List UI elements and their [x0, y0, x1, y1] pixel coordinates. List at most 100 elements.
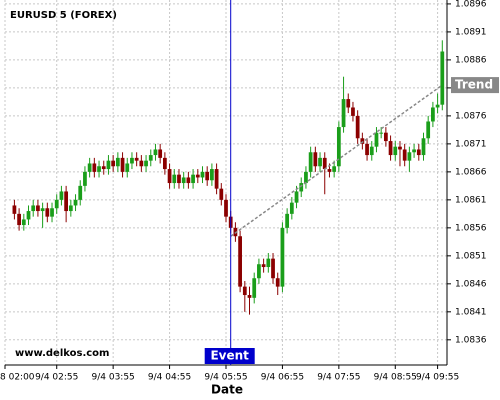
candle-body — [144, 160, 148, 167]
candle-body — [365, 143, 369, 156]
candle-body — [115, 157, 120, 167]
candle-body — [393, 146, 398, 156]
candle-body — [45, 208, 50, 217]
candle-body — [379, 132, 384, 134]
candle-body — [308, 152, 313, 172]
event-label: Event — [210, 349, 249, 363]
candle-body — [40, 208, 45, 212]
candle-body — [12, 205, 17, 214]
candle-body — [64, 191, 69, 212]
x-tick-label: 9/4 03:55 — [92, 373, 135, 383]
candle-body — [360, 138, 365, 144]
candle-body — [17, 213, 21, 226]
candle-body — [172, 174, 177, 184]
candle-body — [280, 227, 285, 287]
candle-body — [341, 99, 346, 128]
y-tick-label: 1.0896 — [455, 0, 487, 9]
candle-body — [78, 185, 83, 200]
candle-body — [50, 208, 54, 217]
candle-body — [285, 213, 290, 228]
watermark: www.delkos.com — [15, 348, 109, 359]
candle-body — [87, 163, 92, 172]
candle-body — [219, 188, 224, 200]
event-label-box — [204, 348, 255, 364]
candle-body — [407, 152, 412, 161]
candle-body — [36, 205, 40, 212]
candle-body — [346, 99, 351, 108]
candle-body — [101, 166, 106, 170]
x-tick-label: 9/4 07:55 — [317, 373, 360, 383]
candle-body — [134, 157, 139, 161]
y-tick-label: 1.0851 — [455, 251, 487, 261]
x-tick-label: 9/4 06:55 — [261, 373, 304, 383]
candle-body — [304, 171, 308, 184]
candle-body — [266, 258, 271, 268]
candle-body — [139, 160, 144, 167]
candle-body — [431, 107, 435, 122]
candle-body — [31, 205, 36, 212]
candle-body — [125, 163, 130, 172]
y-tick-label: 1.0846 — [455, 279, 487, 289]
candle-body — [130, 157, 134, 164]
candle-body — [97, 166, 101, 172]
candle-body — [247, 295, 252, 298]
candle-body — [351, 107, 355, 116]
y-tick-label: 1.0871 — [455, 139, 487, 149]
candle-body — [177, 174, 181, 184]
y-tick-label: 1.0841 — [455, 307, 487, 317]
candle-body — [186, 177, 191, 184]
candle-body — [374, 132, 379, 147]
x-tick-label: 9/4 09:55 — [416, 373, 459, 383]
candle-body — [275, 278, 280, 287]
candle-body — [416, 149, 421, 156]
candle-body — [261, 264, 266, 268]
candle-body — [120, 157, 125, 172]
y-tick-label: 1.0836 — [455, 335, 487, 345]
candle-body — [252, 278, 257, 298]
trend-label: Trend — [455, 78, 493, 92]
candle-body — [322, 157, 327, 170]
candle-body — [73, 199, 78, 206]
candle-body — [383, 132, 388, 142]
y-tick-label: 1.0861 — [455, 195, 487, 205]
candle-body — [402, 149, 407, 161]
y-tick-label: 1.0876 — [455, 111, 487, 121]
candle-body — [92, 163, 97, 172]
candle-body — [327, 169, 332, 172]
candle-body — [421, 138, 426, 156]
grid — [4, 0, 447, 365]
candle-body — [158, 149, 163, 158]
candle-body — [153, 149, 158, 156]
candle-body — [294, 191, 299, 203]
candle-body — [106, 160, 111, 170]
candle-body — [336, 127, 341, 167]
candle-body — [412, 149, 416, 153]
candle-body — [257, 264, 261, 279]
candle-body — [111, 160, 116, 167]
chart-title: EURUSD 5 (FOREX) — [10, 10, 117, 21]
candle-body — [26, 211, 31, 220]
candle-body — [59, 191, 64, 200]
candle-body — [210, 169, 214, 181]
candle-body — [271, 258, 275, 279]
x-tick-label: 9/4 08:55 — [374, 373, 417, 383]
candle-body — [148, 155, 153, 161]
candle-body — [318, 157, 322, 167]
candle-body — [369, 146, 374, 156]
candle-body — [68, 205, 73, 212]
candle-body — [54, 199, 59, 209]
x-tick-label: 9/4 04:55 — [148, 373, 191, 383]
candle-body — [289, 202, 294, 214]
candle-body — [214, 169, 219, 189]
candle-body — [195, 174, 200, 178]
trend-label-box — [451, 77, 499, 94]
candle-body — [242, 286, 247, 296]
candle-body — [440, 51, 445, 105]
candle-body — [313, 152, 318, 167]
trend-line — [230, 84, 443, 237]
x-tick-label: 8 02:00 — [0, 373, 35, 383]
candle-body — [435, 104, 440, 108]
candles — [12, 40, 445, 315]
candle-body — [21, 219, 26, 226]
